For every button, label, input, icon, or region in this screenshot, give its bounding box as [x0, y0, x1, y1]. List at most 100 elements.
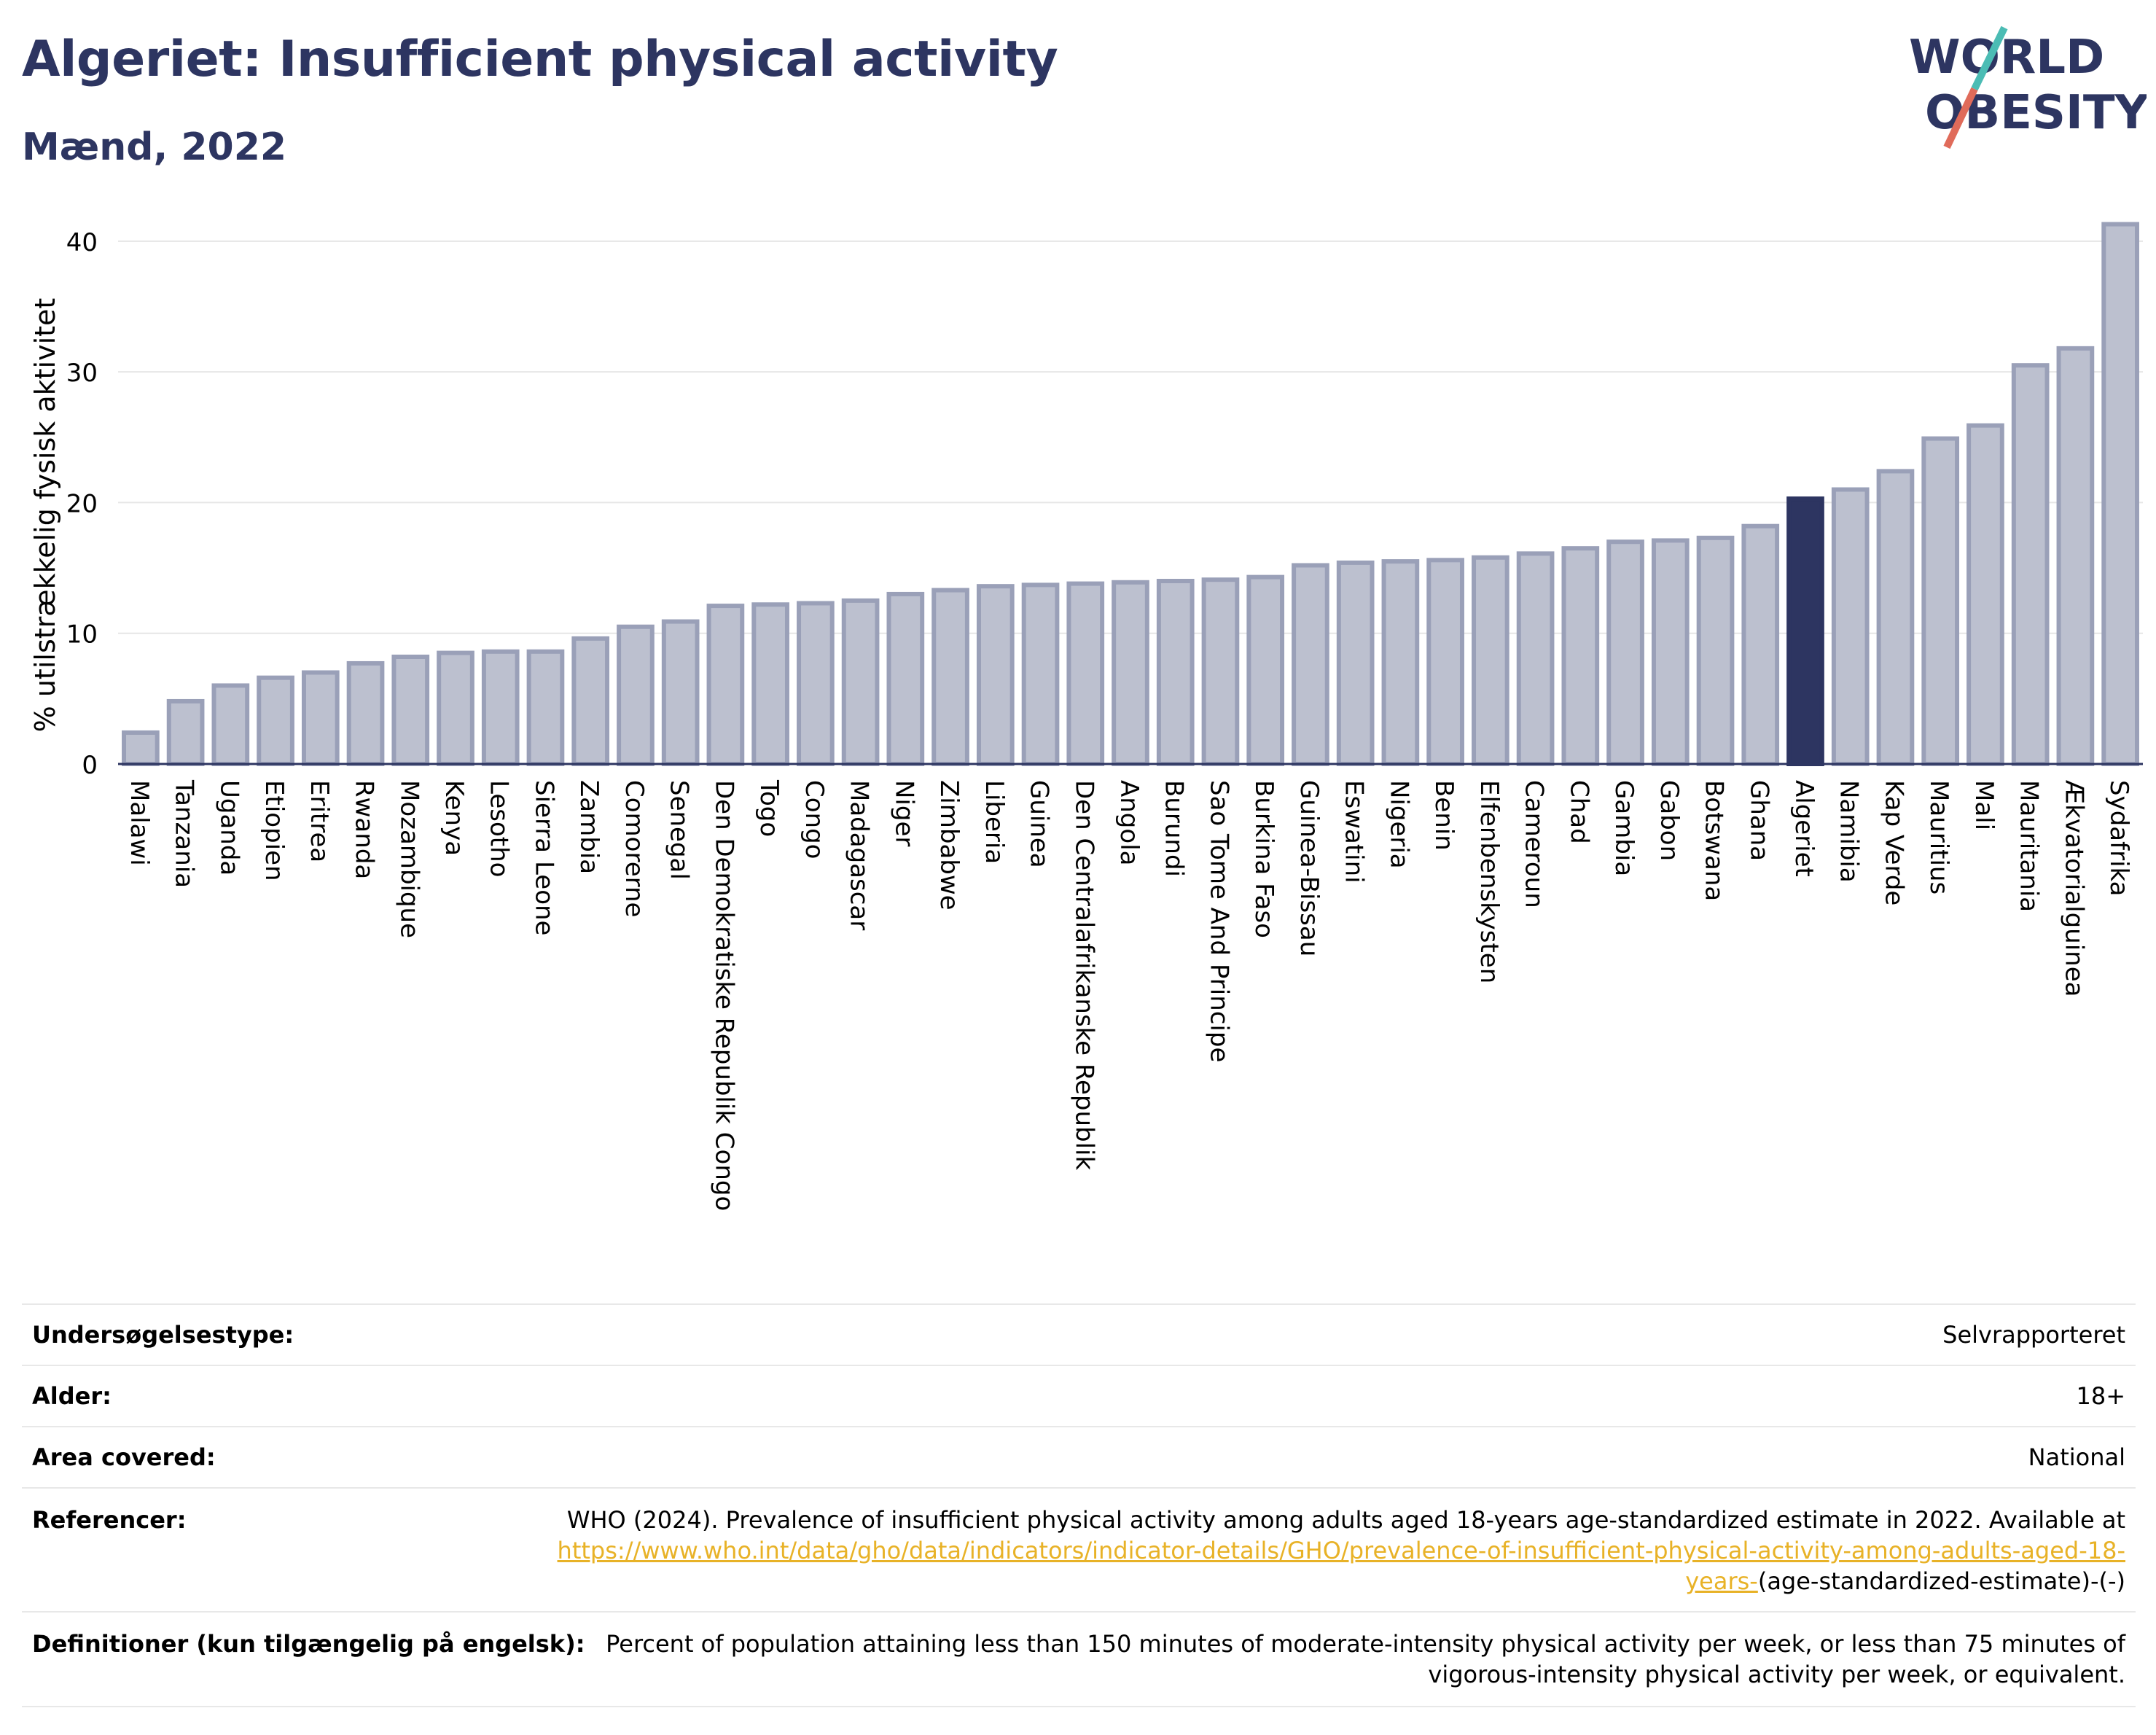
x-tick-label: Chad: [1564, 780, 1593, 844]
references-text: WHO (2024). Prevalence of insufficient p…: [566, 1506, 2125, 1534]
x-tick-label: Kap Verde: [1879, 780, 1908, 905]
x-tick-label: Guinea-Bissau: [1294, 780, 1324, 956]
bar-mali: [1966, 423, 2004, 767]
x-tick-label: Etiopien: [259, 780, 289, 881]
definitions-value: Percent of population attaining less tha…: [606, 1630, 2125, 1688]
x-tick-label: Cameroun: [1520, 780, 1549, 908]
bar-zimbabwe: [931, 588, 969, 766]
y-tick-label: 40: [66, 228, 98, 257]
x-tick-label: Burundi: [1160, 780, 1189, 877]
bar-eritrea: [301, 670, 340, 766]
logo-slash-teal: [1971, 26, 2008, 91]
info-row-area: Area covered: National: [22, 1426, 2136, 1487]
bar-den-demokratiske-republik-congo: [706, 604, 745, 766]
y-tick-label: 20: [66, 489, 98, 518]
world-obesity-logo: WORLD OBESITY: [1909, 26, 2147, 149]
bar-ghana: [1741, 523, 1780, 766]
x-tick-label: Algeriet: [1789, 780, 1819, 877]
bar-algeriet: [1786, 496, 1824, 766]
x-tick-label: Gambia: [1609, 780, 1639, 876]
x-tick-label: Liberia: [980, 780, 1009, 864]
x-tick-label: Mauritania: [2015, 780, 2044, 912]
x-tick-label: Eritrea: [305, 780, 334, 862]
bar-sierra-leone: [526, 649, 565, 766]
bar-uganda: [211, 683, 250, 767]
x-tick-label: Elfenbenskysten: [1475, 780, 1504, 983]
age-label: Alder:: [32, 1382, 112, 1410]
x-tick-label: Mali: [1969, 780, 1999, 830]
info-row-references: Referencer: WHO (2024). Prevalence of in…: [22, 1487, 2136, 1611]
bar-ækvatorialguinea: [2056, 346, 2095, 767]
bar-lesotho: [481, 649, 520, 766]
bars: [122, 222, 2139, 767]
y-axis-label: % utilstrækkelig fysisk aktivitet: [29, 298, 61, 733]
info-table: Undersøgelsestype: Selvrapporteret Alder…: [22, 1303, 2136, 1707]
bar-eswatini: [1336, 560, 1375, 767]
bar-madagascar: [841, 598, 880, 767]
bar-chad: [1561, 546, 1600, 767]
x-tick-label: Comorerne: [620, 780, 649, 917]
bar-cameroun: [1516, 551, 1555, 766]
info-row-age: Alder: 18+: [22, 1365, 2136, 1426]
bar-zambia: [571, 636, 610, 767]
bar-sao-tome-and-principe: [1201, 577, 1240, 767]
page-subtitle: Mænd, 2022: [22, 125, 287, 169]
x-tick-label: Gabon: [1655, 780, 1684, 861]
bar-burundi: [1156, 579, 1195, 766]
x-tick-label: Uganda: [214, 780, 243, 876]
bar-niger: [886, 591, 925, 767]
references-label: Referencer:: [32, 1506, 187, 1534]
x-tick-label: Madagascar: [845, 780, 874, 930]
references-tail: (age-standardized-estimate)-(-): [1757, 1567, 2125, 1595]
x-tick-labels: Malawi Tanzania Uganda Etiopien Eritrea Rwand…: [125, 779, 2133, 1211]
bar-chart: 0 10 20 30 40 Malawi Tanzania Uganda Etiopien Er…: [29, 222, 2143, 1211]
definitions-label: Definitioner (kun tilgængelig på engelsk…: [32, 1630, 585, 1658]
x-tick-label: Senegal: [665, 780, 694, 880]
survey-type-value: Selvrapporteret: [1942, 1321, 2125, 1349]
bar-rwanda: [346, 660, 385, 767]
bar-botswana: [1696, 535, 1735, 766]
bar-benin: [1426, 558, 1464, 766]
bar-namibia: [1831, 487, 1870, 766]
x-tick-label: Mauritius: [1924, 780, 1953, 894]
bar-mauritius: [1921, 436, 1960, 766]
x-tick-label: Niger: [889, 780, 918, 846]
y-tick-label: 10: [66, 620, 98, 650]
x-tick-label: Sierra Leone: [529, 780, 558, 935]
x-tick-label: Sao Tome And Principe: [1204, 780, 1233, 1062]
references-value: WHO (2024). Prevalence of insufficient p…: [536, 1505, 2125, 1596]
x-tick-label: Togo: [754, 779, 784, 837]
x-tick-label: Malawi: [125, 780, 154, 866]
area-label: Area covered:: [32, 1443, 216, 1471]
bar-guinea: [1021, 582, 1060, 767]
x-tick-label: Eswatini: [1340, 780, 1369, 884]
bar-kenya: [437, 650, 474, 766]
bar-nigeria: [1381, 559, 1420, 766]
x-tick-label: Congo: [800, 780, 829, 859]
bar-etiopien: [257, 675, 294, 767]
x-tick-label: Tanzania: [170, 779, 199, 888]
info-row-definitions: Definitioner (kun tilgængelig på engelsk…: [22, 1611, 2136, 1707]
x-tick-label: Den Demokratiske Republik Congo: [709, 780, 738, 1211]
x-tick-label: Guinea: [1025, 780, 1054, 868]
x-tick-label: Mozambique: [394, 780, 423, 938]
x-tick-label: Botswana: [1700, 780, 1729, 901]
bar-mauritania: [2011, 363, 2050, 766]
y-tick-label: 0: [82, 751, 98, 780]
x-tick-label: Rwanda: [350, 780, 379, 879]
bar-sydafrika: [2101, 222, 2139, 766]
references-link[interactable]: https://www.who.int/data/gho/data/indica…: [557, 1537, 2125, 1595]
bar-gabon: [1651, 538, 1690, 767]
bar-burkina-faso: [1246, 574, 1285, 766]
bar-senegal: [661, 619, 700, 766]
area-value: National: [2028, 1443, 2125, 1471]
x-tick-label: Nigeria: [1384, 780, 1413, 869]
page-title: Algeriet: Insufficient physical activity: [22, 31, 1058, 88]
x-tick-label: Zambia: [574, 780, 604, 874]
bar-guinea-bissau: [1292, 563, 1329, 766]
bar-tanzania: [166, 698, 205, 767]
x-tick-label: Benin: [1429, 780, 1458, 851]
x-tick-label: Den Centralafrikanske Republik: [1069, 780, 1098, 1170]
x-tick-label: Kenya: [440, 780, 469, 856]
logo-line1: WORLD: [1909, 31, 2104, 85]
